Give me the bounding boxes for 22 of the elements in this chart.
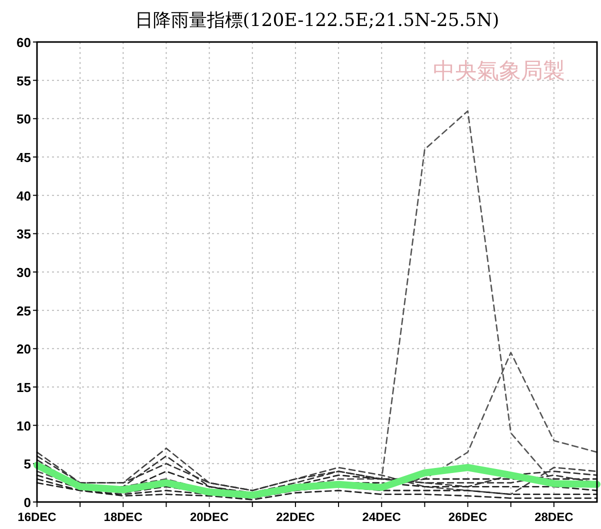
y-tick-label: 25 (16, 303, 31, 318)
y-tick-label: 40 (16, 188, 31, 204)
y-tick-label: 50 (16, 112, 31, 127)
x-tick-label: 28DEC (534, 510, 574, 524)
y-tick-label: 0 (24, 495, 31, 510)
chart-title: 日降雨量指標(120E-122.5E;21.5N-25.5N) (134, 10, 500, 31)
y-tick-label: 15 (16, 380, 31, 395)
x-tick-label: 26DEC (448, 510, 488, 524)
x-tick-label: 24DEC (362, 510, 402, 524)
y-tick-label: 55 (16, 73, 31, 88)
x-tick-label: 20DEC (190, 510, 229, 524)
y-tick-label: 35 (16, 226, 31, 242)
x-tick-label: 16DEC (18, 510, 57, 524)
y-tick-label: 30 (16, 265, 31, 280)
x-tick-label: 22DEC (276, 510, 316, 524)
y-tick-label: 10 (16, 418, 31, 434)
y-tick-label: 5 (24, 456, 31, 472)
y-tick-label: 45 (16, 150, 31, 165)
y-tick-label: 20 (16, 342, 31, 357)
y-tick-label: 60 (16, 35, 31, 50)
x-tick-label: 18DEC (104, 510, 143, 524)
annotation: 中央氣象局製 (433, 59, 565, 84)
